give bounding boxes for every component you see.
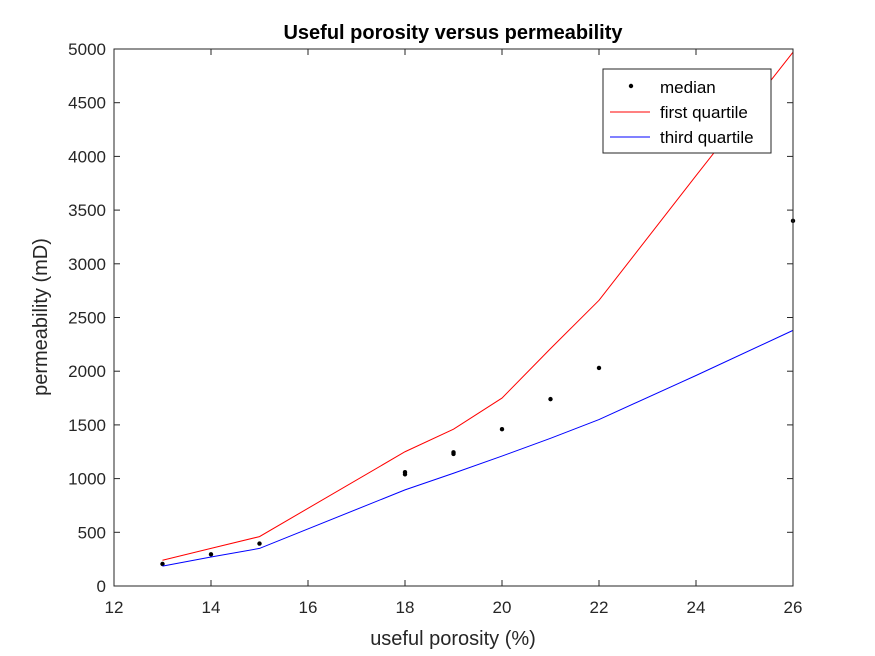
- legend-swatch-median: [628, 83, 634, 89]
- x-tick-label-6: 24: [687, 598, 706, 617]
- median-point: [208, 552, 214, 557]
- chart-title: Useful porosity versus permeability: [283, 22, 623, 44]
- y-tick-label-8: 4000: [68, 147, 106, 166]
- y-tick-label-10: 5000: [68, 40, 106, 59]
- y-tick-label-3: 1500: [68, 416, 106, 435]
- y-axis-label: permeability (mD): [30, 238, 52, 396]
- ticks-layer: 12 14 16 18 20 22 24 26 0 500 1000 1500 2000 2500 3000…: [68, 40, 802, 617]
- legend-box: [602, 68, 772, 154]
- median-point: [160, 561, 165, 567]
- y-tick-label-9: 4500: [68, 94, 106, 113]
- legend-label-median: median: [660, 78, 716, 97]
- series-layer: [160, 51, 796, 567]
- median-point: [257, 541, 262, 546]
- series-line-first-quartile: [162, 51, 794, 561]
- median-point: [451, 450, 456, 455]
- x-tick-label-0: 12: [105, 598, 124, 617]
- series-line-third-quartile: [162, 329, 794, 567]
- median-point: [402, 469, 408, 475]
- x-tick-label-2: 16: [299, 598, 318, 617]
- y-tick-label-2: 1000: [68, 470, 106, 489]
- median-point: [499, 426, 505, 432]
- median-point: [596, 365, 602, 371]
- y-tick-label-6: 3000: [68, 255, 106, 274]
- x-tick-label-5: 22: [590, 598, 609, 617]
- legend-label-third-quartile: third quartile: [660, 128, 754, 147]
- x-axis-label: useful porosity (%): [370, 628, 536, 650]
- y-tick-label-1: 500: [78, 523, 106, 542]
- legend-label-first-quartile: first quartile: [660, 103, 748, 122]
- x-tick-label-3: 18: [396, 598, 415, 617]
- y-tick-label-7: 3500: [68, 201, 106, 220]
- x-tick-label-7: 26: [784, 598, 803, 617]
- x-tick-label-1: 14: [202, 598, 221, 617]
- y-tick-label-4: 2000: [68, 362, 106, 381]
- legend: median first quartile third quartile: [602, 68, 772, 154]
- x-tick-label-4: 20: [493, 598, 512, 617]
- y-tick-label-5: 2500: [68, 309, 106, 328]
- median-point: [548, 396, 553, 402]
- y-tick-label-0: 0: [97, 577, 106, 596]
